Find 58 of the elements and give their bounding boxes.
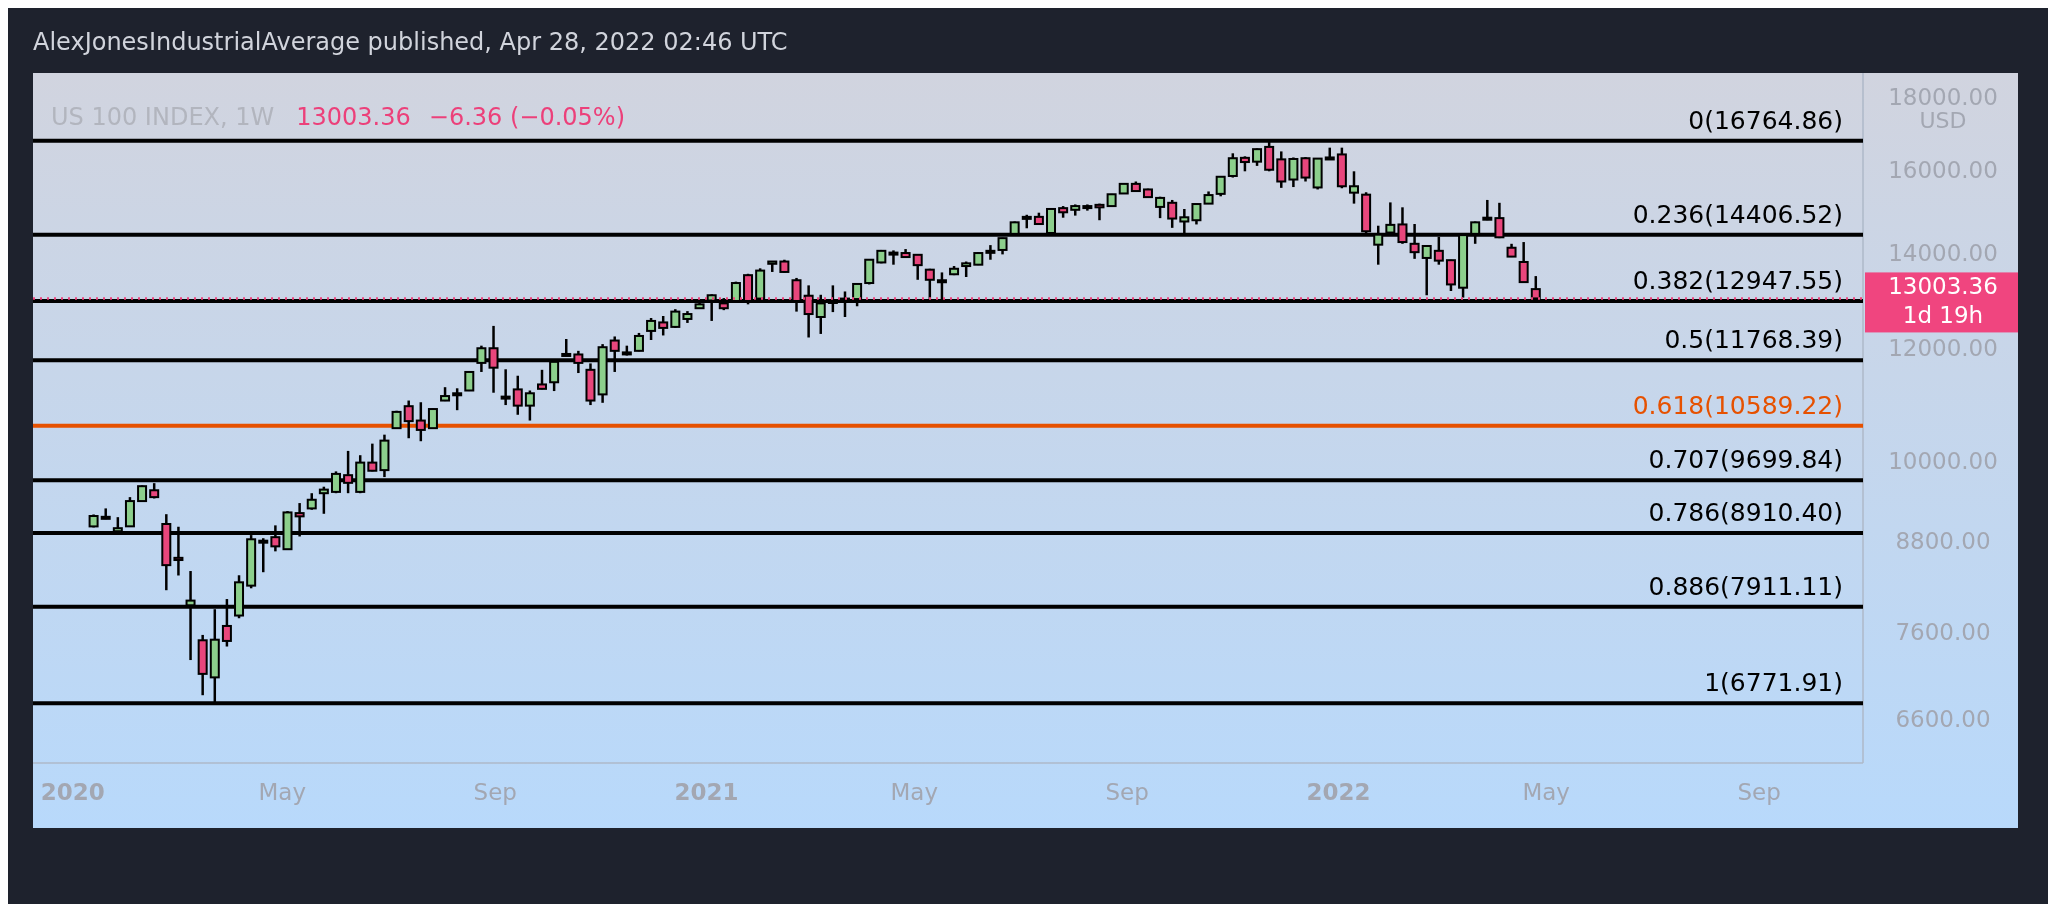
- chart-title: AlexJonesIndustrialAverage published, Apr 28, 2022 02:46 UTC: [33, 28, 788, 56]
- candlestick: [415, 400, 426, 443]
- candlestick: [1215, 175, 1226, 198]
- ref-line-label: 0.707(9699.84): [1648, 445, 1843, 475]
- candlestick: [1276, 150, 1287, 190]
- ref-line-label: 0(16764.86): [1688, 105, 1843, 135]
- candlestick: [524, 389, 535, 422]
- annotation: −6.36 (−0.05%): [428, 103, 626, 131]
- candlestick: [1482, 198, 1493, 222]
- y-tick-label: 6600.00: [1895, 706, 1991, 733]
- candlestick: [1167, 198, 1178, 230]
- candlestick: [427, 408, 438, 430]
- annotation: 13003.36: [296, 103, 411, 131]
- candlestick: [537, 368, 548, 391]
- candlestick: [403, 399, 414, 440]
- candlestick: [670, 307, 681, 330]
- x-tick-label: 2021: [674, 779, 739, 805]
- candlestick: [1421, 244, 1432, 297]
- candlestick: [912, 253, 923, 282]
- ref-line-label: 0.886(7911.11): [1648, 571, 1843, 601]
- candlestick: [1191, 202, 1202, 226]
- candlestick: [1227, 152, 1238, 179]
- candlestick: [1300, 155, 1311, 183]
- ref-line-label: 0.786(8910.40): [1648, 497, 1843, 527]
- x-tick-label: May: [258, 779, 307, 805]
- candlestick: [1518, 240, 1529, 284]
- ref-line-label: 1(6771.91): [1704, 668, 1843, 698]
- x-tick-label: Sep: [1737, 779, 1781, 805]
- candlestick: [1288, 156, 1299, 189]
- x-tick-label: Sep: [1105, 779, 1149, 805]
- y-tick-label: 12000.00: [1888, 335, 1998, 362]
- y-tick-label: 8800.00: [1895, 527, 1991, 554]
- candlestick: [318, 485, 329, 516]
- ref-line-label: 0.618(10589.22): [1632, 390, 1843, 420]
- candlestick: [658, 314, 669, 337]
- candlestick: [512, 374, 523, 417]
- candlestick: [452, 387, 463, 412]
- ref-line-label: 0.5(11768.39): [1664, 325, 1843, 355]
- x-tick-label: 2022: [1306, 779, 1371, 805]
- candlestick: [864, 258, 875, 286]
- ref-line-label: 13003.36: [1888, 273, 1998, 300]
- candlestick: [888, 249, 899, 266]
- y-tick-label: 10000.00: [1888, 448, 1998, 475]
- candlestick: [367, 442, 378, 473]
- candlestick: [633, 331, 644, 353]
- x-tick-label: 2020: [40, 779, 105, 805]
- candlestick: [646, 316, 657, 342]
- y-tick-label: 7600.00: [1895, 618, 1991, 645]
- candlestick: [464, 370, 475, 393]
- candlestick: [258, 536, 269, 574]
- x-tick-label: Sep: [473, 779, 517, 805]
- ref-line-label: 0.382(12947.55): [1632, 266, 1843, 296]
- candlestick: [500, 368, 511, 407]
- x-tick-label: May: [1522, 779, 1570, 805]
- x-tick-label: May: [890, 779, 939, 805]
- candlestick: [1348, 170, 1359, 205]
- ref-line-label: 0.236(14406.52): [1632, 199, 1843, 229]
- text: 1d 19h: [1902, 302, 1984, 329]
